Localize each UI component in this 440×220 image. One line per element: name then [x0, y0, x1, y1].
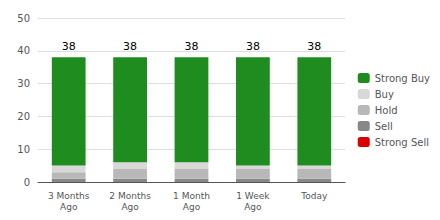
svg-text:50: 50	[17, 13, 30, 24]
svg-text:Ago: Ago	[244, 202, 262, 212]
svg-text:38: 38	[307, 40, 321, 53]
svg-text:2 Months: 2 Months	[109, 191, 151, 201]
svg-text:38: 38	[123, 40, 137, 53]
svg-text:38: 38	[246, 40, 260, 53]
svg-text:3 Months: 3 Months	[48, 191, 90, 201]
svg-text:Buy: Buy	[375, 89, 394, 100]
svg-text:0: 0	[24, 177, 30, 188]
svg-text:Strong Sell: Strong Sell	[375, 137, 429, 148]
svg-text:Sell: Sell	[375, 121, 393, 132]
svg-text:38: 38	[185, 40, 199, 53]
svg-text:1 Month: 1 Month	[173, 191, 210, 201]
svg-text:30: 30	[17, 78, 30, 89]
svg-text:Ago: Ago	[183, 202, 201, 212]
svg-text:38: 38	[62, 40, 76, 53]
svg-text:Strong Buy: Strong Buy	[375, 73, 430, 84]
svg-text:Ago: Ago	[60, 202, 78, 212]
svg-text:Hold: Hold	[375, 105, 398, 116]
svg-text:Today: Today	[300, 191, 328, 201]
svg-text:40: 40	[17, 45, 30, 56]
svg-text:20: 20	[17, 111, 30, 122]
svg-text:Ago: Ago	[121, 202, 139, 212]
svg-text:10: 10	[17, 144, 30, 155]
svg-text:1 Week: 1 Week	[236, 191, 270, 201]
